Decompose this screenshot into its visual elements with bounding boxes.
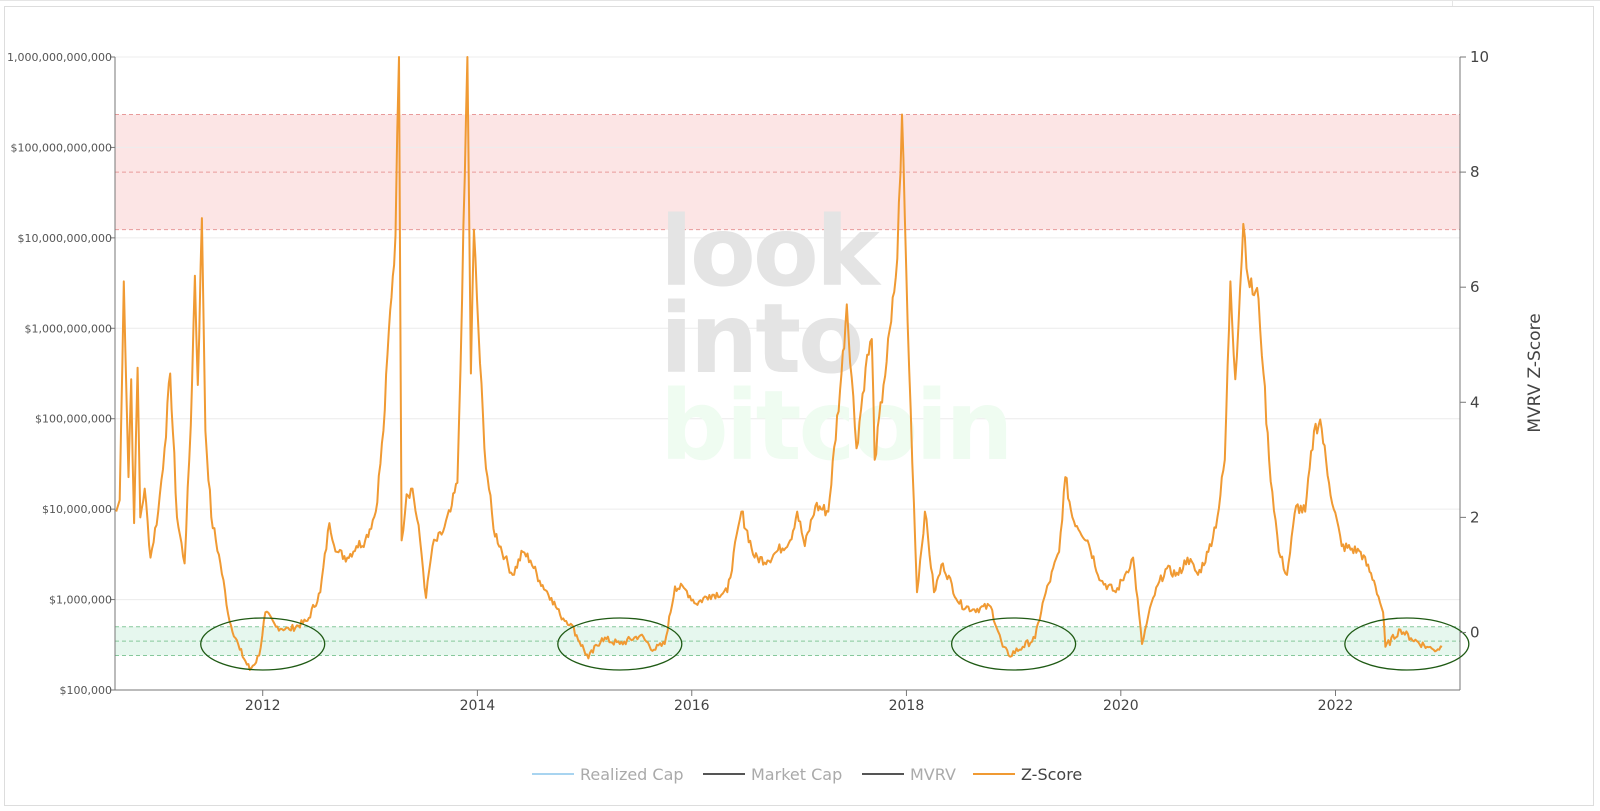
legend-label-mvrv: MVRV (910, 764, 956, 784)
legend-label-realized-cap: Realized Cap (580, 764, 684, 784)
watermark-line-1: look (660, 196, 882, 308)
top-divider (1452, 0, 1453, 7)
right-tick-label-0: 0 (1470, 623, 1480, 641)
ticks-layer: $100,000 $1,000,000 $10,000,000 $100,000,00… (7, 48, 1489, 714)
legend-item-market-cap[interactable]: Market Cap (703, 762, 842, 786)
left-tick-label-4: $1,000,000,000 (25, 322, 112, 335)
series-line-z-score (115, 56, 1443, 671)
left-tick-label-3: $100,000,000 (35, 413, 112, 426)
legend-label-market-cap: Market Cap (751, 764, 843, 784)
right-tick-label-1: 2 (1470, 508, 1480, 526)
highlight-circle-3 (1344, 617, 1470, 671)
left-tick-label-5: $10,000,000,000 (18, 232, 112, 245)
legend-item-mvrv[interactable]: MVRV (862, 762, 956, 786)
highlight-circles-layer (200, 617, 1470, 671)
highlight-circle-0 (200, 617, 326, 671)
legend-label-z-score: Z-Score (1021, 764, 1083, 784)
x-tick-label-2: 2016 (674, 698, 710, 714)
legend-swatch-market-cap (703, 773, 745, 775)
left-tick-label-7: 1,000,000,000,000 (7, 51, 112, 64)
x-tick-label-4: 2020 (1103, 698, 1139, 714)
right-tick-label-4: 8 (1470, 163, 1480, 181)
x-tick-label-1: 2014 (460, 698, 496, 714)
legend-swatch-mvrv (862, 773, 904, 775)
legend: Realized Cap Market Cap MVRV Z-Score (0, 762, 1600, 786)
right-tick-label-2: 4 (1470, 393, 1480, 411)
left-tick-label-0: $100,000 (60, 684, 113, 697)
watermark-line-2: into (660, 283, 861, 395)
watermark-line-3: bitcoin (660, 370, 1011, 482)
zones-layer (115, 114, 1460, 656)
left-tick-label-6: $100,000,000,000 (11, 141, 112, 154)
axes-layer (114, 57, 1461, 691)
legend-swatch-realized-cap (532, 773, 574, 775)
right-axis-label: MVRV Z-Score (1525, 313, 1545, 432)
legend-item-realized-cap[interactable]: Realized Cap (532, 762, 684, 786)
series-layer (115, 56, 1443, 671)
mvrv-zscore-chart[interactable]: look into bitcoin $100,000 $1,000,000 $10,… (0, 0, 1600, 750)
right-tick-label-5: 10 (1470, 48, 1489, 66)
top-border (0, 0, 1600, 1)
legend-swatch-z-score (973, 773, 1015, 775)
x-tick-label-0: 2012 (245, 698, 281, 714)
legend-item-z-score[interactable]: Z-Score (973, 762, 1082, 786)
x-tick-label-3: 2018 (889, 698, 925, 714)
highlight-circle-2 (950, 617, 1077, 671)
x-tick-label-5: 2022 (1318, 698, 1354, 714)
highlight-circle-1 (557, 617, 683, 671)
left-tick-label-1: $1,000,000 (49, 594, 112, 607)
right-tick-label-3: 6 (1470, 278, 1480, 296)
left-tick-label-2: $10,000,000 (42, 503, 112, 516)
